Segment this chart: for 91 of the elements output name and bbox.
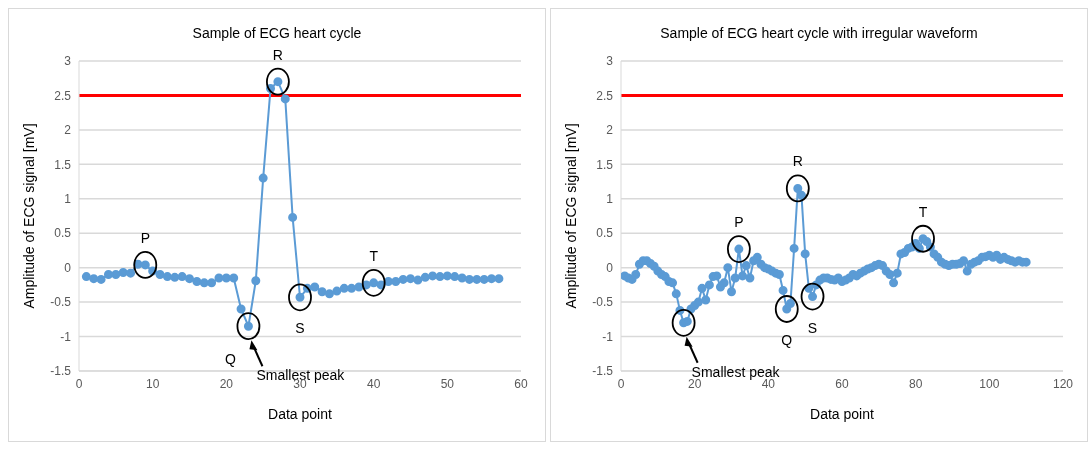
- point: [199, 278, 209, 288]
- point: [324, 289, 334, 299]
- y-tick-label: -0.5: [50, 295, 72, 310]
- point: [258, 173, 268, 183]
- point: [398, 274, 408, 284]
- y-tick-label: 2.5: [596, 88, 614, 103]
- point: [192, 276, 202, 286]
- point: [229, 273, 239, 283]
- annotation: T: [918, 203, 928, 220]
- point: [332, 286, 342, 296]
- point: [494, 274, 504, 284]
- point: [310, 282, 320, 292]
- annotation: S: [295, 320, 305, 337]
- x-tick-label: 60: [514, 376, 528, 391]
- y-tick-label: -1.5: [592, 364, 614, 379]
- x-tick-label: 50: [440, 376, 455, 391]
- chart-title: Sample of ECG heart cycle: [191, 25, 363, 41]
- point: [81, 272, 91, 282]
- point: [406, 274, 415, 284]
- point: [236, 304, 246, 314]
- x-tick-label: 10: [145, 376, 160, 391]
- point: [155, 270, 165, 280]
- y-tick-label: 0: [64, 260, 72, 275]
- point: [479, 274, 489, 284]
- annotation: R: [792, 153, 803, 170]
- x-tick-label: 0: [75, 376, 83, 391]
- y-tick-label: 1: [64, 192, 72, 207]
- y-axis-title: Amplitude of ECG signal [mV]: [20, 123, 37, 309]
- point: [457, 273, 467, 283]
- x-tick-label: 60: [835, 376, 849, 391]
- y-tick-label: -1: [602, 329, 614, 344]
- x-axis-title: Data point: [268, 406, 333, 422]
- y-tick-label: 2: [606, 123, 614, 138]
- point: [103, 270, 113, 280]
- x-tick-label: 40: [366, 376, 381, 391]
- y-tick-label: 0.5: [596, 226, 614, 241]
- annotation: S: [807, 319, 818, 336]
- point: [435, 272, 445, 282]
- point: [391, 276, 401, 286]
- annotation: T: [369, 247, 379, 264]
- y-tick-label: 1.5: [54, 157, 72, 172]
- point: [347, 283, 357, 293]
- x-tick-label: 20: [219, 376, 234, 391]
- y-tick-label: 2: [64, 123, 72, 138]
- point: [214, 273, 224, 283]
- point: [339, 283, 349, 293]
- point: [317, 287, 327, 297]
- y-tick-label: 3: [606, 54, 614, 69]
- y-tick-label: 3: [64, 54, 72, 69]
- point: [170, 272, 180, 282]
- point: [413, 275, 423, 285]
- point: [280, 94, 290, 104]
- point: [126, 268, 136, 278]
- point: [251, 276, 261, 286]
- x-axis-title: Data point: [810, 406, 875, 422]
- annotation: Q: [781, 332, 793, 348]
- point: [428, 271, 438, 281]
- point: [162, 272, 172, 282]
- point: [96, 274, 106, 284]
- y-tick-label: 1.5: [596, 157, 614, 172]
- point: [288, 212, 298, 222]
- point: [118, 267, 128, 277]
- annotation: P: [140, 229, 150, 246]
- annotation: Q: [224, 351, 236, 368]
- point: [207, 278, 217, 288]
- y-tick-label: -0.5: [592, 295, 614, 310]
- point: [89, 274, 99, 284]
- annotation: R: [272, 46, 283, 63]
- y-tick-label: 0: [606, 260, 614, 275]
- x-tick-label: 100: [979, 376, 1000, 391]
- y-tick-label: 2.5: [54, 88, 72, 103]
- y-tick-label: 0.5: [54, 226, 72, 241]
- point: [487, 274, 497, 284]
- point: [185, 274, 194, 284]
- point: [177, 272, 187, 282]
- point: [420, 272, 430, 282]
- point: [464, 274, 474, 284]
- point: [111, 270, 121, 280]
- y-tick-label: -1: [60, 329, 72, 344]
- x-tick-label: 80: [908, 376, 923, 391]
- y-tick-label: -1.5: [50, 364, 72, 379]
- annotation: P: [734, 214, 744, 231]
- y-axis-title: Amplitude of ECG signal [mV]: [562, 123, 579, 309]
- chart-title: Sample of ECG heart cycle with irregular waveform: [659, 25, 979, 41]
- point: [354, 282, 364, 292]
- x-tick-label: 0: [617, 376, 625, 391]
- point: [450, 272, 460, 282]
- point: [472, 274, 482, 284]
- x-tick-label: 120: [1052, 376, 1074, 391]
- y-tick-label: 1: [606, 192, 614, 207]
- point: [442, 271, 452, 281]
